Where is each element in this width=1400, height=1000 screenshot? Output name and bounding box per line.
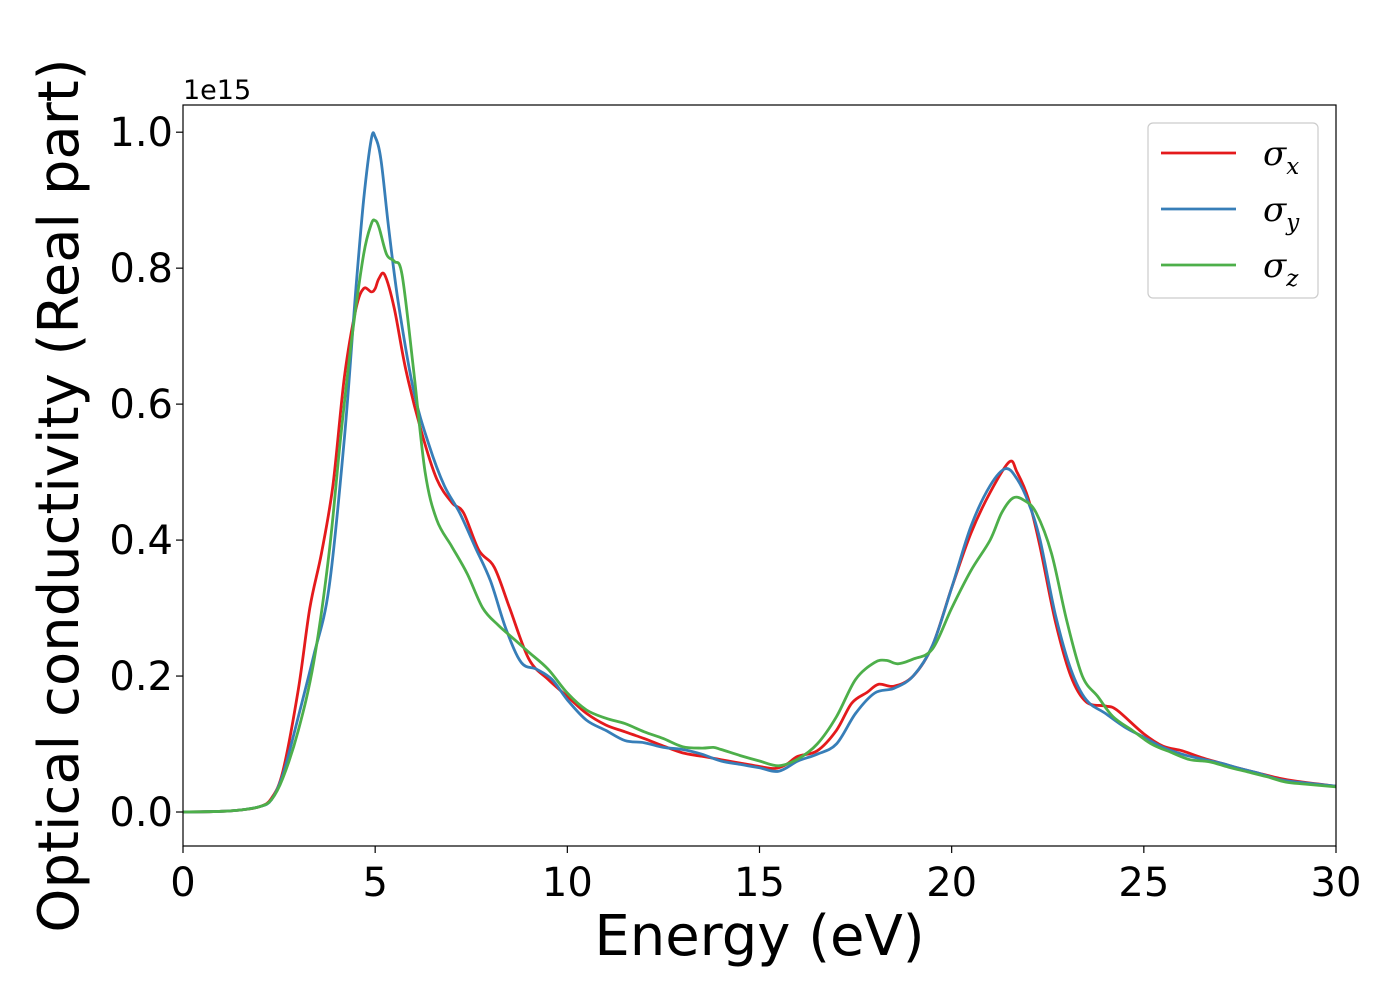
y-axis-title: Optical conductivity (Real part) bbox=[27, 58, 92, 932]
x-tick-label: 30 bbox=[1311, 860, 1362, 906]
x-tick-label: 10 bbox=[542, 860, 593, 906]
y-offset-text: 1e15 bbox=[183, 75, 251, 106]
legend-box bbox=[1147, 122, 1319, 299]
legend-label-z: σz bbox=[1263, 246, 1299, 292]
x-tick-label: 20 bbox=[926, 860, 977, 906]
legend-label-x: σx bbox=[1263, 134, 1299, 180]
series-line-y bbox=[183, 131, 1336, 814]
series-line-z bbox=[183, 218, 1336, 814]
y-tick-label: 0.4 bbox=[109, 518, 173, 564]
x-axis-title: Energy (eV) bbox=[594, 904, 924, 969]
legend-label-y: σy bbox=[1263, 190, 1300, 236]
series-line-x bbox=[183, 271, 1336, 814]
x-tick-label: 0 bbox=[170, 860, 195, 906]
y-tick-label: 0.6 bbox=[109, 382, 173, 428]
legend: σx σy σz bbox=[1147, 122, 1319, 299]
y-tick-label: 1.0 bbox=[109, 110, 173, 156]
x-axis: 0 5 10 15 20 25 30 bbox=[170, 846, 1361, 906]
x-tick-label: 15 bbox=[734, 860, 785, 906]
y-tick-label: 0.2 bbox=[109, 654, 173, 700]
y-tick-label: 0.8 bbox=[109, 246, 173, 292]
x-tick-label: 5 bbox=[362, 860, 387, 906]
y-axis: 0.0 0.2 0.4 0.6 0.8 1.0 bbox=[109, 110, 183, 836]
series-layer bbox=[183, 131, 1336, 814]
y-tick-label: 0.0 bbox=[109, 790, 173, 836]
x-tick-label: 25 bbox=[1118, 860, 1169, 906]
